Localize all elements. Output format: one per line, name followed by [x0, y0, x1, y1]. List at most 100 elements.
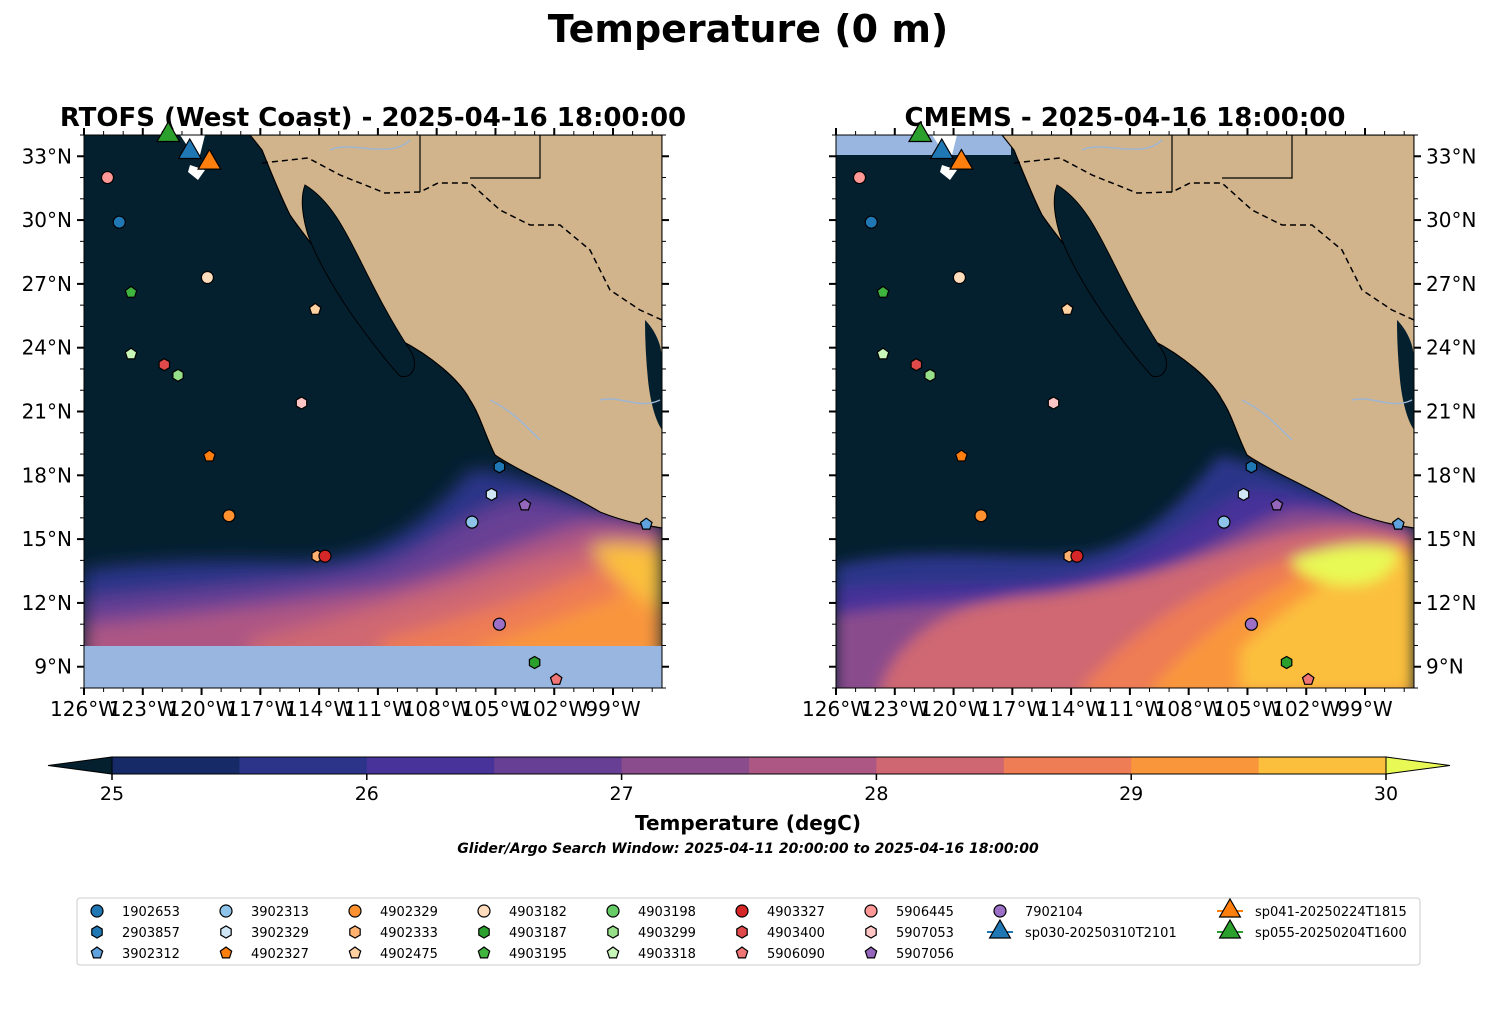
land — [1001, 135, 1414, 529]
legend-marker — [219, 946, 233, 959]
legend-item-4903195: 4903195 — [477, 946, 567, 962]
marker-5906445 — [100, 170, 115, 185]
legend-marker — [606, 946, 620, 959]
y-tick-label: 24°N — [1426, 336, 1476, 360]
legend-label: 4903198 — [638, 905, 696, 920]
x-tick-label: 117°W — [978, 697, 1046, 721]
no-data-band — [84, 646, 662, 688]
y-tick-label: 30°N — [1426, 208, 1476, 232]
figure-title: Temperature (0 m) — [548, 7, 949, 51]
marker-5907053 — [295, 396, 308, 410]
marker-sp041-20250224T1815 — [197, 148, 222, 170]
marker-4903187 — [528, 655, 541, 670]
marker-4903182 — [200, 270, 215, 285]
marker-4903299 — [172, 368, 184, 382]
marker-4902329 — [974, 509, 988, 523]
x-tick-label: 117°W — [226, 697, 294, 721]
marker-3902313 — [1217, 515, 1231, 529]
legend-marker — [478, 925, 490, 939]
legend-label: 4903327 — [767, 905, 825, 920]
y-tick-label: 27°N — [1426, 272, 1476, 296]
marker-sp030-20250310T2101 — [177, 137, 203, 160]
marker-5906090 — [549, 672, 563, 685]
cmems-yticks: 9°N 12°N 15°N 18°N 21°N 24°N 27°N 30°N 33°N — [829, 134, 1476, 689]
legend-label: 4902329 — [380, 905, 438, 920]
marker-5907053 — [1047, 396, 1060, 410]
legend-label: 4902327 — [251, 947, 309, 962]
legend-item-sp041-20250224T1815: sp041-20250224T1815 — [1217, 897, 1407, 920]
y-tick-label: 12°N — [22, 591, 72, 615]
y-tick-label: 9°N — [34, 655, 72, 679]
marker-4903318 — [876, 347, 890, 360]
marker-4903187 — [1280, 655, 1293, 670]
legend-label: sp055-20250204T1600 — [1255, 926, 1407, 941]
x-tick-label: 99°W — [585, 697, 640, 721]
x-tick-label: 105°W — [461, 697, 529, 721]
legend-item-3902312: 3902312 — [90, 946, 180, 962]
colorbar-cell — [621, 757, 750, 774]
x-tick-label: 102°W — [520, 697, 588, 721]
legend-marker — [90, 946, 104, 959]
legend-marker — [736, 925, 748, 939]
legend-label: 5907056 — [896, 947, 954, 962]
legend-marker — [90, 904, 104, 918]
marker-1902653 — [864, 215, 878, 229]
colorbar-cell — [239, 757, 368, 774]
legend-item-4902329: 4902329 — [348, 904, 438, 920]
y-tick-label: 18°N — [1426, 463, 1476, 487]
x-tick-label: 111°W — [1096, 697, 1164, 721]
marker-3902312 — [639, 517, 653, 530]
legend-item-1902653: 1902653 — [90, 904, 180, 920]
marker-5906090 — [1301, 672, 1315, 685]
legend-item-5906445: 5906445 — [864, 904, 954, 920]
colorbar-label: Temperature (degC) — [635, 811, 861, 835]
colorbar-cell — [1131, 757, 1260, 774]
colorbar-tick-label: 28 — [864, 783, 888, 805]
colorbar-cell — [1003, 757, 1132, 774]
colorbar-extend-low — [47, 756, 113, 775]
y-tick-label: 21°N — [22, 400, 72, 424]
legend-item-4903198: 4903198 — [606, 904, 696, 920]
marker-4903195 — [876, 285, 890, 298]
colorbar-cell — [494, 757, 623, 774]
marker-2903857 — [493, 460, 506, 474]
land — [249, 135, 662, 529]
rtofs-xticks: 126°W123°W120°W117°W114°W111°W108°W105°W… — [50, 128, 653, 721]
legend-marker — [864, 946, 878, 959]
legend-label: sp030-20250310T2101 — [1025, 926, 1177, 941]
colorbar-tick-label: 25 — [100, 783, 124, 805]
rtofs-panel: RTOFS (West Coast) - 2025-04-16 18:00:00 — [22, 103, 687, 721]
legend-label: 4903182 — [509, 905, 567, 920]
marker-sp055-20250204T1600 — [907, 120, 933, 143]
marker-3902329 — [1237, 487, 1250, 502]
cmems-panel-title: CMEMS - 2025-04-16 18:00:00 — [905, 103, 1346, 133]
colorbar-extend-high — [1385, 756, 1451, 775]
legend-label: 2903857 — [122, 926, 180, 941]
marker-3902313 — [465, 515, 479, 529]
legend-item-4903318: 4903318 — [606, 946, 696, 962]
y-tick-label: 33°N — [22, 144, 72, 168]
rtofs-panel-title: RTOFS (West Coast) - 2025-04-16 18:00:00 — [60, 103, 686, 133]
marker-5907056 — [518, 498, 532, 511]
legend-marker — [349, 925, 361, 939]
x-tick-label: 102°W — [1272, 697, 1340, 721]
colorbar-tick-label: 30 — [1374, 783, 1398, 805]
marker-4903400 — [910, 358, 923, 372]
x-tick-label: 114°W — [285, 697, 353, 721]
legend-marker — [91, 925, 103, 939]
y-tick-label: 24°N — [22, 336, 72, 360]
legend-marker — [348, 904, 362, 918]
legend-marker — [220, 925, 232, 939]
marker-1902653 — [112, 215, 126, 229]
legend-label: 1902653 — [122, 905, 180, 920]
x-tick-label: 126°W — [50, 697, 118, 721]
search-window-caption: Glider/Argo Search Window: 2025-04-11 20… — [457, 841, 1039, 857]
marker-4903327 — [318, 549, 332, 563]
legend-item-4903299: 4903299 — [607, 925, 696, 941]
legend-label: 5906445 — [896, 905, 954, 920]
marker-4902475 — [1060, 302, 1074, 315]
y-tick-label: 18°N — [22, 463, 72, 487]
y-tick-label: 27°N — [22, 272, 72, 296]
y-tick-label: 9°N — [1426, 655, 1464, 679]
legend-item-4902333: 4902333 — [349, 925, 438, 941]
